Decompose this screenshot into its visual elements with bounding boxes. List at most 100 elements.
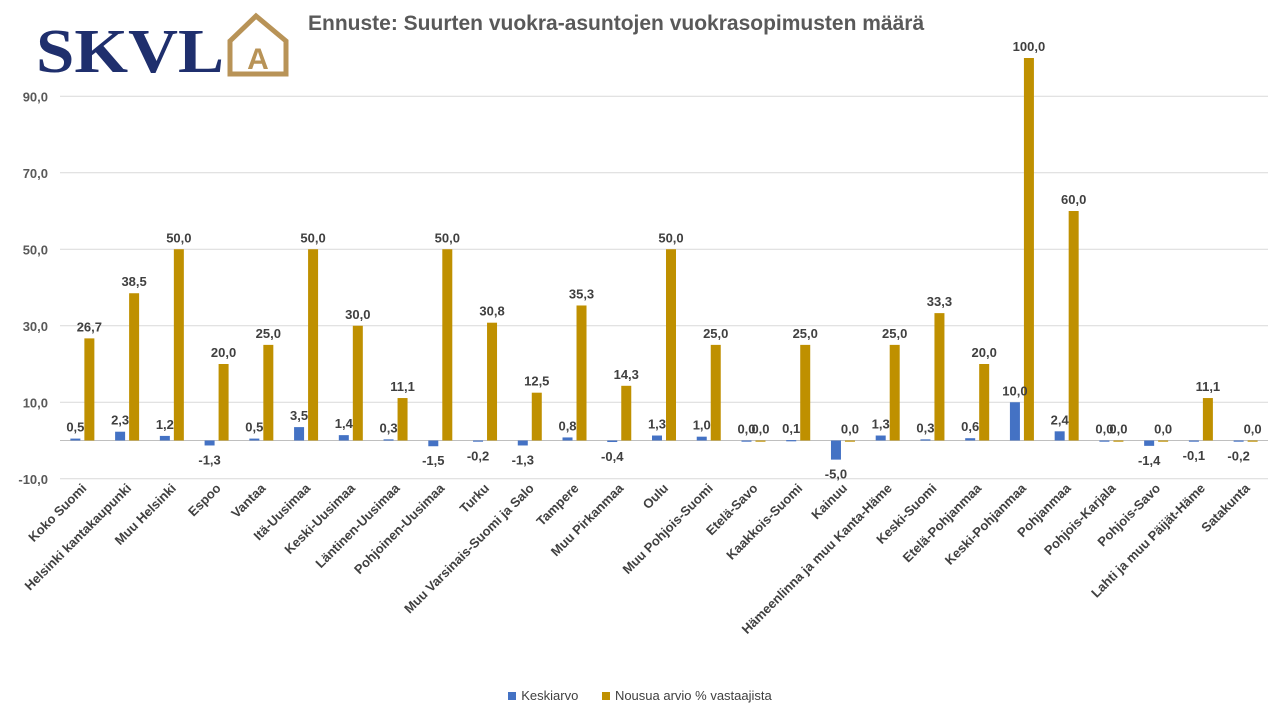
bar-keskiarvo [473, 440, 484, 442]
data-label-nousua: 14,3 [614, 367, 639, 382]
bar-keskiarvo [875, 435, 886, 441]
data-label-keskiarvo: -1,3 [512, 452, 534, 467]
data-label-keskiarvo: 3,5 [290, 408, 308, 423]
skvl-logo: SKVL A [36, 12, 291, 86]
category-label: Muu Pohjois-Suomi [619, 481, 715, 577]
bar-nousua [934, 313, 945, 441]
data-label-keskiarvo: -5,0 [825, 467, 847, 482]
legend: Keskiarvo Nousua arvio % vastaajista [0, 688, 1280, 703]
data-label-keskiarvo: 2,4 [1051, 412, 1070, 427]
bar-keskiarvo [159, 435, 170, 441]
bar-keskiarvo [1233, 440, 1244, 442]
data-label-nousua: 33,3 [927, 294, 952, 309]
bar-nousua [1068, 211, 1079, 441]
bar-keskiarvo [115, 431, 126, 441]
bar-keskiarvo [830, 440, 841, 460]
bar-keskiarvo [204, 440, 215, 446]
data-label-keskiarvo: -1,5 [422, 453, 444, 468]
y-axis-ticks: -10,0 10,0 30,0 50,0 70,0 90,0 [18, 89, 48, 487]
data-label-keskiarvo: 1,2 [156, 417, 174, 432]
bars [70, 58, 1258, 460]
bar-nousua [666, 249, 676, 441]
bar-keskiarvo [607, 440, 618, 443]
bar-nousua [889, 344, 900, 441]
data-label-keskiarvo: 2,3 [111, 413, 129, 428]
logo-mark: A [247, 43, 269, 76]
bar-nousua [844, 440, 855, 442]
category-label: Pohjoinen-Uusimaa [351, 480, 448, 577]
data-label-nousua: 0,0 [1109, 422, 1127, 437]
bar-nousua [1158, 440, 1169, 442]
bar-keskiarvo [696, 436, 707, 441]
data-label-keskiarvo: 0,5 [66, 420, 84, 435]
bar-nousua [1023, 58, 1034, 441]
bar-nousua [218, 364, 229, 441]
data-label-nousua: 0,0 [1244, 422, 1262, 437]
y-tick-label: -10,0 [18, 472, 48, 487]
bar-nousua [531, 392, 542, 441]
bar-nousua [129, 293, 140, 441]
data-label-keskiarvo: -1,4 [1138, 453, 1161, 468]
data-label-nousua: 38,5 [121, 274, 146, 289]
legend-label-nousua: Nousua arvio % vastaajista [614, 688, 772, 703]
bar-nousua [1202, 398, 1213, 441]
bar-nousua [442, 249, 453, 441]
category-label: Satakunta [1198, 480, 1253, 535]
bar-nousua [308, 249, 319, 441]
data-label-keskiarvo: 1,3 [872, 417, 890, 432]
data-label-keskiarvo: 0,0 [737, 422, 755, 437]
category-label: Kaakkois-Suomi [723, 481, 805, 563]
bar-keskiarvo [338, 435, 349, 441]
data-label-keskiarvo: 0,8 [558, 418, 576, 433]
data-label-nousua: 50,0 [435, 230, 460, 245]
bar-keskiarvo [1009, 402, 1020, 441]
category-label: Läntinen-Uusimaa [312, 480, 403, 571]
data-label-keskiarvo: -0,2 [467, 448, 489, 463]
data-label-keskiarvo: 1,4 [335, 416, 354, 431]
bar-nousua [173, 249, 184, 441]
data-label-nousua: 25,0 [793, 326, 818, 341]
data-label-nousua: 30,0 [345, 307, 370, 322]
data-label-nousua: 0,0 [1154, 422, 1172, 437]
y-tick-label: 30,0 [23, 319, 48, 334]
bar-nousua [263, 344, 274, 441]
bar-nousua [710, 344, 721, 441]
bar-keskiarvo [562, 437, 573, 441]
bar-keskiarvo [652, 435, 662, 441]
bar-keskiarvo [249, 438, 260, 441]
data-label-keskiarvo: 0,3 [916, 420, 934, 435]
bar-nousua [979, 364, 990, 441]
data-label-keskiarvo: 1,3 [648, 417, 666, 432]
data-label-nousua: 12,5 [524, 374, 549, 389]
bar-keskiarvo [428, 440, 439, 447]
category-label: Kainuu [808, 480, 850, 522]
bar-keskiarvo [741, 440, 752, 442]
data-label-nousua: 25,0 [256, 326, 281, 341]
data-label-keskiarvo: 0,0 [1095, 422, 1113, 437]
data-label-nousua: 26,7 [77, 319, 102, 334]
data-label-keskiarvo: -0,2 [1227, 448, 1249, 463]
category-label: Keski-Pohjanmaa [942, 480, 1030, 568]
chart-title: Ennuste: Suurten vuokra-asuntojen vuokra… [308, 12, 925, 35]
data-label-nousua: 50,0 [300, 230, 325, 245]
y-tick-label: 10,0 [23, 395, 48, 410]
y-tick-label: 90,0 [23, 89, 48, 104]
legend-item-keskiarvo: Keskiarvo [508, 688, 578, 703]
bar-keskiarvo [383, 439, 394, 441]
data-label-keskiarvo: 10,0 [1002, 383, 1027, 398]
data-label-nousua: 25,0 [703, 326, 728, 341]
category-label: Oulu [640, 480, 672, 512]
logo-text: SKVL [36, 18, 224, 78]
legend-label-keskiarvo: Keskiarvo [521, 688, 579, 703]
legend-swatch-nousua [601, 692, 610, 700]
data-label-nousua: 30,8 [479, 304, 504, 319]
data-label-keskiarvo: 0,3 [380, 420, 398, 435]
data-label-keskiarvo: 0,6 [961, 419, 979, 434]
legend-item-nousua: Nousua arvio % vastaajista [601, 688, 772, 703]
y-tick-label: 70,0 [23, 166, 48, 181]
data-label-keskiarvo: 0,5 [245, 420, 263, 435]
data-label-keskiarvo: -0,4 [601, 449, 624, 464]
bar-nousua [84, 338, 95, 441]
